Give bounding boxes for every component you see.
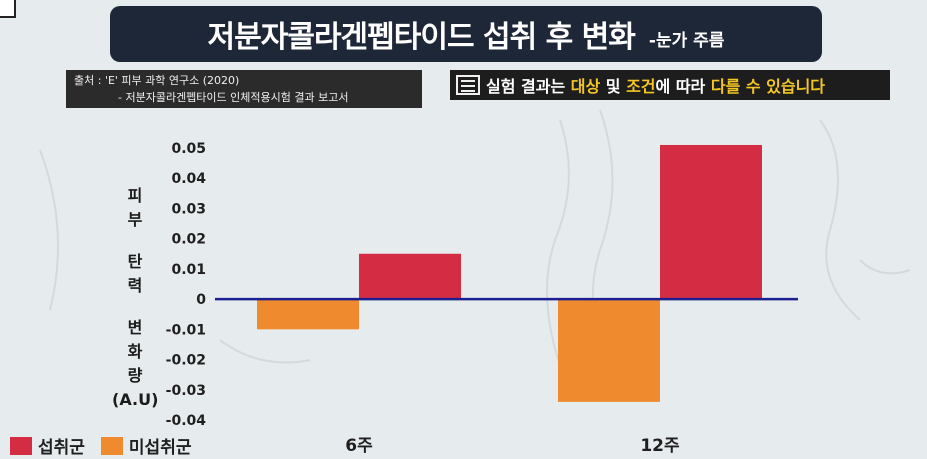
disclaimer-text: 실험 결과는 대상 및 조건에 따라 다를 수 있습니다 <box>486 73 825 97</box>
y-tick-label: 0.05 <box>171 141 206 157</box>
y-axis-label-char: 부 <box>127 210 143 229</box>
bar-intake <box>660 144 762 300</box>
y-axis-label-char: 탄 <box>127 252 143 271</box>
document-icon <box>456 75 480 95</box>
legend-item-non-intake: 미섭취군 <box>100 433 192 458</box>
note-part: 실험 결과는 <box>486 77 571 96</box>
note-part: 조건 <box>626 77 656 96</box>
y-axis-label-char: 량 <box>127 366 143 385</box>
title-banner: 저분자콜라겐펩타이드 섭취 후 변화 -눈가 주름 <box>110 6 822 62</box>
y-tick-label: 0.04 <box>171 171 206 187</box>
y-tick-label: -0.02 <box>166 353 206 369</box>
bar-non-intake <box>257 299 359 330</box>
x-category-label: 6주 <box>345 436 373 456</box>
legend-swatch-non-intake <box>100 436 123 455</box>
legend: 섭취군 미섭취군 <box>10 433 203 458</box>
note-part: 및 <box>600 77 627 96</box>
page-subtitle: -눈가 주름 <box>648 30 725 51</box>
source-line-2: - 저분자콜라겐펩타이드 인체적용시험 결과 보고서 <box>118 91 349 104</box>
page-title: 저분자콜라겐펩타이드 섭취 후 변화 <box>207 20 636 55</box>
y-axis-label: 피 부 탄 력 변 화 량 (A.U) <box>112 184 158 412</box>
y-axis-label-char: 력 <box>127 276 143 295</box>
legend-item-intake: 섭취군 <box>10 433 85 458</box>
y-axis-label-char: 변 <box>127 318 143 337</box>
y-tick-label: -0.03 <box>166 383 206 399</box>
disclaimer-note: 실험 결과는 대상 및 조건에 따라 다를 수 있습니다 <box>450 70 890 100</box>
y-axis-label-unit: (A.U) <box>112 390 159 409</box>
chat-bubble-icon <box>0 0 16 18</box>
legend-label-intake: 섭취군 <box>38 438 85 458</box>
note-part: 에 따라 <box>655 77 711 96</box>
legend-label-non-intake: 미섭취군 <box>128 438 192 458</box>
y-tick-label: 0.03 <box>171 201 206 217</box>
bar-intake <box>359 253 461 300</box>
source-line-1: 출처 : 'E' 피부 과학 연구소 (2020) <box>74 74 240 87</box>
note-part: 다를 수 있습니다 <box>710 77 826 96</box>
source-citation: 출처 : 'E' 피부 과학 연구소 (2020) - 저분자콜라겐펩타이드 인… <box>66 70 422 108</box>
y-tick-label: -0.04 <box>166 413 207 429</box>
y-tick-label: 0 <box>196 292 206 308</box>
y-axis-label-char: 피 <box>127 186 143 205</box>
legend-swatch-intake <box>10 436 32 455</box>
y-tick-label: 0.01 <box>171 262 206 278</box>
y-axis-label-char: 화 <box>127 342 143 361</box>
note-part: 대상 <box>570 77 601 96</box>
bar-non-intake <box>558 299 660 402</box>
y-tick-label: -0.01 <box>166 322 206 338</box>
x-category-label: 12주 <box>640 436 680 456</box>
y-tick-label: 0.02 <box>171 232 206 248</box>
